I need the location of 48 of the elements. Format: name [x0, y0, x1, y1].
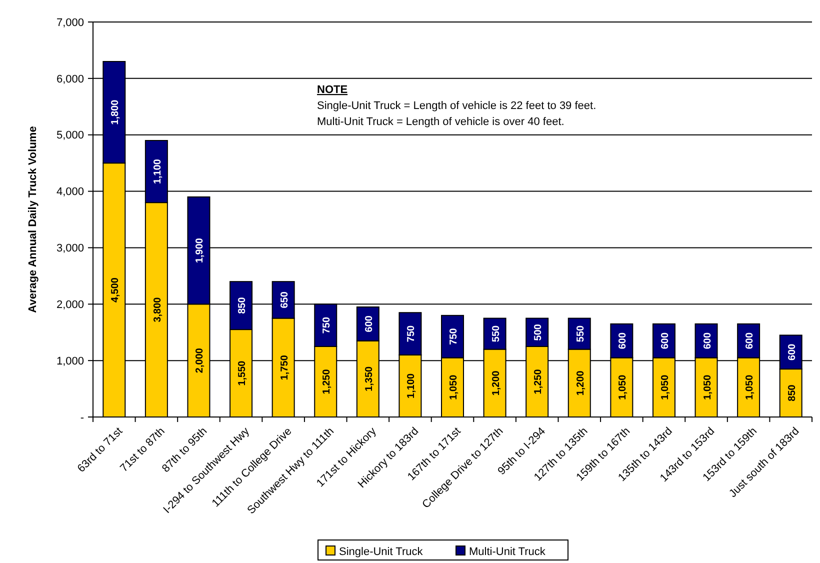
data-label: 600 — [364, 315, 375, 332]
data-label: 500 — [533, 324, 544, 341]
data-label: 1,900 — [194, 238, 206, 264]
annotation: Multi-Unit Truck = Length of vehicle is over 40 feet. — [317, 116, 564, 128]
data-label: 650 — [279, 291, 290, 308]
data-label: 600 — [618, 332, 629, 350]
data-label: 1,200 — [490, 370, 502, 396]
data-label: 600 — [786, 343, 798, 360]
data-label: 750 — [406, 324, 418, 342]
legend-label: Multi-Unit Truck — [469, 546, 546, 558]
data-label: 4,500 — [110, 277, 122, 303]
y-tick-label: 5,000 — [56, 130, 84, 142]
data-label: 1,050 — [702, 374, 714, 400]
data-label: 550 — [490, 324, 502, 342]
data-label: 600 — [702, 332, 714, 350]
y-tick-label: 4,000 — [56, 186, 84, 198]
y-axis-title: Average Annual Daily Truck Volume — [27, 126, 39, 313]
y-tick-label: 1,000 — [56, 355, 84, 368]
data-label: 750 — [448, 328, 460, 345]
data-label: 1,050 — [448, 374, 460, 400]
data-label: 1,050 — [618, 374, 629, 400]
data-label: 1,050 — [660, 374, 671, 400]
y-tick-label: - — [80, 412, 84, 424]
y-tick-label: 6,000 — [56, 73, 84, 86]
data-label: 1,550 — [237, 360, 248, 386]
data-label: 1,250 — [322, 368, 333, 394]
data-label: 600 — [744, 332, 756, 350]
data-label: 600 — [660, 332, 671, 350]
data-label: 1,350 — [364, 366, 375, 392]
data-label: 2,000 — [194, 348, 206, 374]
data-label: 750 — [322, 316, 333, 334]
data-label: 1,200 — [575, 370, 586, 396]
y-tick-label: 2,000 — [56, 298, 84, 311]
y-tick-label: 3,000 — [56, 242, 84, 255]
y-tick-label: 7,000 — [56, 16, 84, 29]
data-label: 1,250 — [533, 368, 544, 394]
annotation: NOTE — [317, 84, 348, 96]
data-label: 1,100 — [406, 373, 418, 398]
legend-label: Single-Unit Truck — [339, 546, 424, 558]
data-label: 1,750 — [279, 354, 290, 380]
data-label: 1,800 — [110, 99, 122, 125]
data-label: 3,800 — [152, 296, 164, 322]
data-label: 850 — [786, 384, 798, 402]
annotation: Single-Unit Truck = Length of vehicle is 22 feet to 39 feet. — [317, 100, 596, 112]
data-label: 1,050 — [744, 374, 756, 400]
data-label: 1,100 — [152, 158, 164, 184]
data-label: 850 — [237, 296, 248, 314]
data-label: 550 — [575, 324, 586, 342]
